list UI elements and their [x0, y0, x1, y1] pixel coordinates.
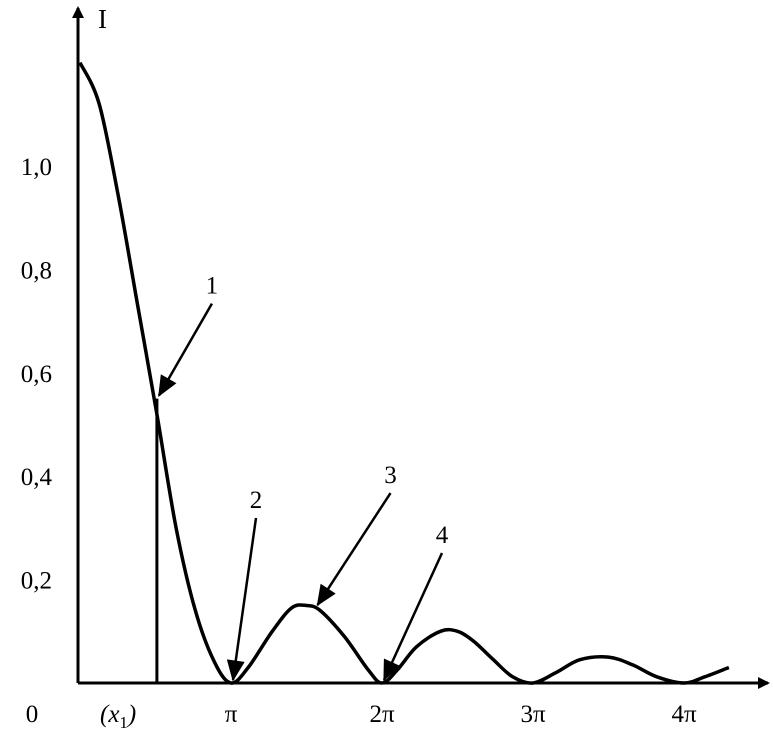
annotation-label: 1	[206, 273, 219, 300]
y-tick-labels: 0,2 0,4 0,6 0,8 1,0	[21, 154, 53, 595]
x-tick-label: 4π	[671, 701, 697, 728]
annotation-arrow	[382, 552, 444, 682]
x-tick-label: 3π	[520, 701, 546, 728]
y-tick-label: 0,6	[21, 361, 52, 388]
annotation-arrow	[157, 303, 213, 397]
intensity-curve	[78, 61, 730, 685]
annotation-arrow	[316, 492, 392, 607]
x-tick-label: (x1)	[100, 701, 136, 732]
y-tick-label: 0,8	[21, 257, 52, 284]
y-axis-label: I	[98, 4, 107, 34]
x-tick-label: π	[225, 701, 238, 728]
annotation-label: 4	[436, 522, 449, 549]
y-tick-label: 0,2	[21, 568, 52, 595]
annotation-arrow	[226, 517, 258, 682]
annotation-label: 2	[250, 487, 263, 514]
origin-label: 0	[26, 701, 39, 728]
x-tick-labels: (x1) π 2π 3π 4π	[100, 701, 697, 732]
annotation-label: 3	[384, 462, 397, 489]
x-tick-label: 2π	[369, 701, 395, 728]
annotation-layer: 1 2 3 4	[157, 273, 449, 682]
y-tick-label: 1,0	[21, 154, 52, 181]
y-tick-label: 0,4	[21, 464, 53, 491]
curve-layer	[78, 61, 730, 685]
